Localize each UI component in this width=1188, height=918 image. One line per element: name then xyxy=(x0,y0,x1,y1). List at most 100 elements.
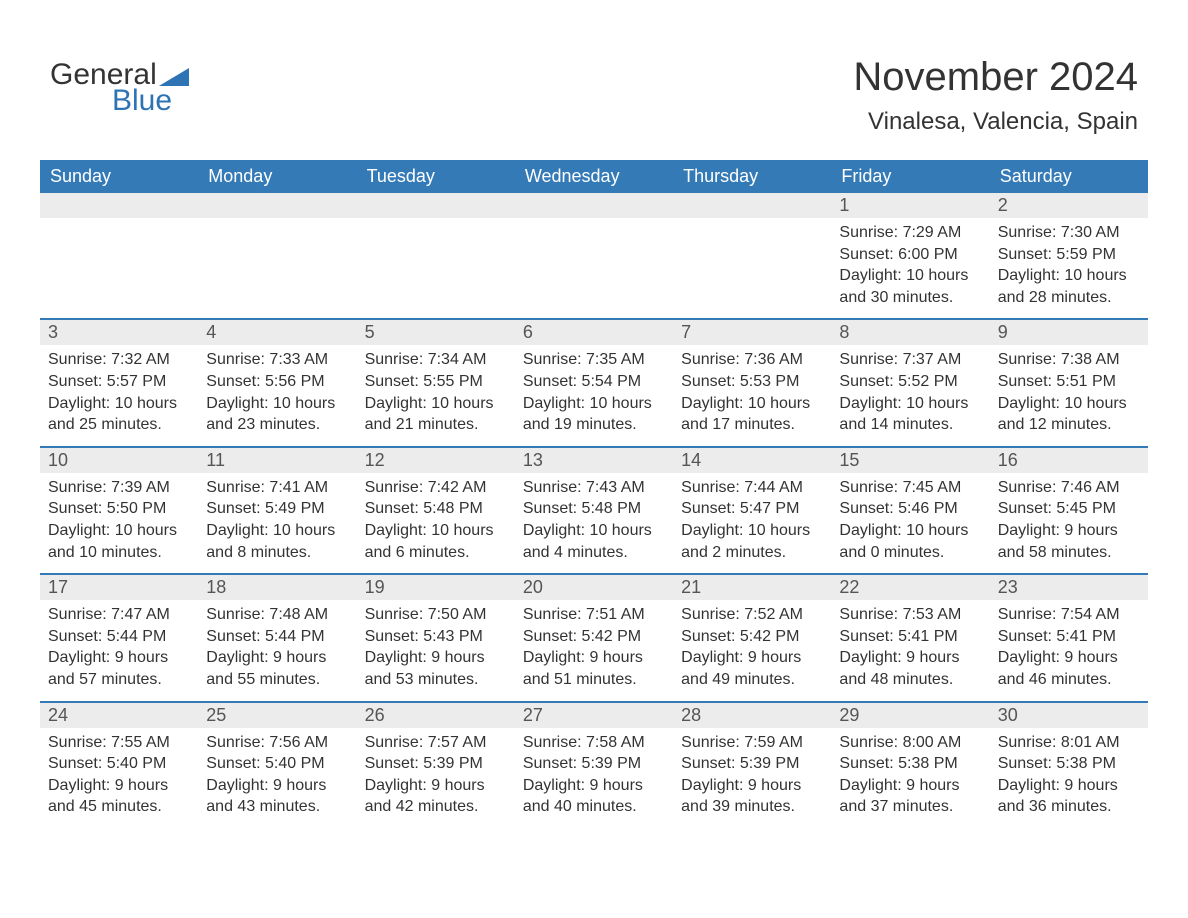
week-row: 3Sunrise: 7:32 AMSunset: 5:57 PMDaylight… xyxy=(40,318,1148,445)
day-header-wednesday: Wednesday xyxy=(515,160,673,193)
day-header-row: Sunday Monday Tuesday Wednesday Thursday… xyxy=(40,160,1148,193)
daylight1-text: Daylight: 10 hours xyxy=(365,393,507,415)
daylight2-text: and 39 minutes. xyxy=(681,796,823,818)
sunset-text: Sunset: 5:48 PM xyxy=(523,498,665,520)
sunset-text: Sunset: 5:42 PM xyxy=(523,626,665,648)
day-number: 13 xyxy=(515,448,673,473)
daylight1-text: Daylight: 9 hours xyxy=(48,775,190,797)
daylight2-text: and 10 minutes. xyxy=(48,542,190,564)
daylight2-text: and 19 minutes. xyxy=(523,414,665,436)
daylight2-text: and 58 minutes. xyxy=(998,542,1140,564)
daylight1-text: Daylight: 10 hours xyxy=(998,265,1140,287)
calendar-cell: 16Sunrise: 7:46 AMSunset: 5:45 PMDayligh… xyxy=(990,448,1148,573)
daylight1-text: Daylight: 9 hours xyxy=(365,775,507,797)
daylight2-text: and 53 minutes. xyxy=(365,669,507,691)
sunrise-text: Sunrise: 7:43 AM xyxy=(523,477,665,499)
daylight1-text: Daylight: 10 hours xyxy=(48,393,190,415)
cell-body: Sunrise: 7:57 AMSunset: 5:39 PMDaylight:… xyxy=(357,728,515,828)
daylight2-text: and 6 minutes. xyxy=(365,542,507,564)
daylight2-text: and 55 minutes. xyxy=(206,669,348,691)
day-number: 23 xyxy=(990,575,1148,600)
sunrise-text: Sunrise: 7:57 AM xyxy=(365,732,507,754)
sunset-text: Sunset: 5:49 PM xyxy=(206,498,348,520)
cell-body: Sunrise: 7:55 AMSunset: 5:40 PMDaylight:… xyxy=(40,728,198,828)
cell-body: Sunrise: 7:42 AMSunset: 5:48 PMDaylight:… xyxy=(357,473,515,573)
week-row: 10Sunrise: 7:39 AMSunset: 5:50 PMDayligh… xyxy=(40,446,1148,573)
daylight2-text: and 37 minutes. xyxy=(839,796,981,818)
day-number: 14 xyxy=(673,448,831,473)
sunset-text: Sunset: 5:52 PM xyxy=(839,371,981,393)
sunset-text: Sunset: 5:50 PM xyxy=(48,498,190,520)
sunset-text: Sunset: 5:55 PM xyxy=(365,371,507,393)
empty-day xyxy=(515,193,673,218)
calendar-cell: 6Sunrise: 7:35 AMSunset: 5:54 PMDaylight… xyxy=(515,320,673,445)
sunrise-text: Sunrise: 7:45 AM xyxy=(839,477,981,499)
day-number: 8 xyxy=(831,320,989,345)
calendar-cell: 13Sunrise: 7:43 AMSunset: 5:48 PMDayligh… xyxy=(515,448,673,573)
sunset-text: Sunset: 5:39 PM xyxy=(523,753,665,775)
calendar-cell xyxy=(673,193,831,318)
daylight2-text: and 21 minutes. xyxy=(365,414,507,436)
cell-body: Sunrise: 7:51 AMSunset: 5:42 PMDaylight:… xyxy=(515,600,673,700)
daylight1-text: Daylight: 9 hours xyxy=(998,775,1140,797)
sunrise-text: Sunrise: 7:59 AM xyxy=(681,732,823,754)
week-row: 17Sunrise: 7:47 AMSunset: 5:44 PMDayligh… xyxy=(40,573,1148,700)
week-row: 24Sunrise: 7:55 AMSunset: 5:40 PMDayligh… xyxy=(40,701,1148,828)
daylight1-text: Daylight: 9 hours xyxy=(839,647,981,669)
daylight2-text: and 48 minutes. xyxy=(839,669,981,691)
day-number: 24 xyxy=(40,703,198,728)
daylight1-text: Daylight: 10 hours xyxy=(839,520,981,542)
daylight1-text: Daylight: 10 hours xyxy=(681,520,823,542)
cell-body: Sunrise: 7:38 AMSunset: 5:51 PMDaylight:… xyxy=(990,345,1148,445)
cell-body: Sunrise: 7:52 AMSunset: 5:42 PMDaylight:… xyxy=(673,600,831,700)
daylight2-text: and 45 minutes. xyxy=(48,796,190,818)
cell-body: Sunrise: 7:34 AMSunset: 5:55 PMDaylight:… xyxy=(357,345,515,445)
sunrise-text: Sunrise: 7:47 AM xyxy=(48,604,190,626)
day-number: 16 xyxy=(990,448,1148,473)
cell-body: Sunrise: 7:46 AMSunset: 5:45 PMDaylight:… xyxy=(990,473,1148,573)
sunset-text: Sunset: 5:44 PM xyxy=(206,626,348,648)
daylight1-text: Daylight: 9 hours xyxy=(681,647,823,669)
cell-body: Sunrise: 7:58 AMSunset: 5:39 PMDaylight:… xyxy=(515,728,673,828)
day-header-saturday: Saturday xyxy=(990,160,1148,193)
logo-text-blue: Blue xyxy=(112,86,189,116)
cell-body: Sunrise: 7:54 AMSunset: 5:41 PMDaylight:… xyxy=(990,600,1148,700)
daylight1-text: Daylight: 10 hours xyxy=(206,393,348,415)
day-header-tuesday: Tuesday xyxy=(357,160,515,193)
day-number: 25 xyxy=(198,703,356,728)
calendar-cell: 5Sunrise: 7:34 AMSunset: 5:55 PMDaylight… xyxy=(357,320,515,445)
day-number: 3 xyxy=(40,320,198,345)
daylight1-text: Daylight: 9 hours xyxy=(365,647,507,669)
empty-day xyxy=(357,193,515,218)
day-number: 20 xyxy=(515,575,673,600)
calendar-cell: 18Sunrise: 7:48 AMSunset: 5:44 PMDayligh… xyxy=(198,575,356,700)
calendar-cell: 22Sunrise: 7:53 AMSunset: 5:41 PMDayligh… xyxy=(831,575,989,700)
cell-body: Sunrise: 7:37 AMSunset: 5:52 PMDaylight:… xyxy=(831,345,989,445)
sunset-text: Sunset: 5:39 PM xyxy=(681,753,823,775)
sunrise-text: Sunrise: 7:39 AM xyxy=(48,477,190,499)
day-number: 7 xyxy=(673,320,831,345)
daylight2-text: and 28 minutes. xyxy=(998,287,1140,309)
calendar-cell: 12Sunrise: 7:42 AMSunset: 5:48 PMDayligh… xyxy=(357,448,515,573)
calendar-cell: 15Sunrise: 7:45 AMSunset: 5:46 PMDayligh… xyxy=(831,448,989,573)
calendar-cell: 24Sunrise: 7:55 AMSunset: 5:40 PMDayligh… xyxy=(40,703,198,828)
sunset-text: Sunset: 5:44 PM xyxy=(48,626,190,648)
sunset-text: Sunset: 5:57 PM xyxy=(48,371,190,393)
day-number: 1 xyxy=(831,193,989,218)
calendar-cell xyxy=(357,193,515,318)
cell-body: Sunrise: 7:53 AMSunset: 5:41 PMDaylight:… xyxy=(831,600,989,700)
calendar-cell: 4Sunrise: 7:33 AMSunset: 5:56 PMDaylight… xyxy=(198,320,356,445)
sunset-text: Sunset: 5:46 PM xyxy=(839,498,981,520)
sunrise-text: Sunrise: 7:50 AM xyxy=(365,604,507,626)
daylight1-text: Daylight: 10 hours xyxy=(998,393,1140,415)
header: November 2024 Vinalesa, Valencia, Spain xyxy=(853,55,1138,136)
daylight2-text: and 17 minutes. xyxy=(681,414,823,436)
sunrise-text: Sunrise: 7:33 AM xyxy=(206,349,348,371)
day-header-sunday: Sunday xyxy=(40,160,198,193)
sunset-text: Sunset: 5:38 PM xyxy=(998,753,1140,775)
calendar-cell xyxy=(515,193,673,318)
sunrise-text: Sunrise: 7:42 AM xyxy=(365,477,507,499)
calendar-cell: 7Sunrise: 7:36 AMSunset: 5:53 PMDaylight… xyxy=(673,320,831,445)
calendar: Sunday Monday Tuesday Wednesday Thursday… xyxy=(40,160,1148,828)
daylight1-text: Daylight: 9 hours xyxy=(206,647,348,669)
